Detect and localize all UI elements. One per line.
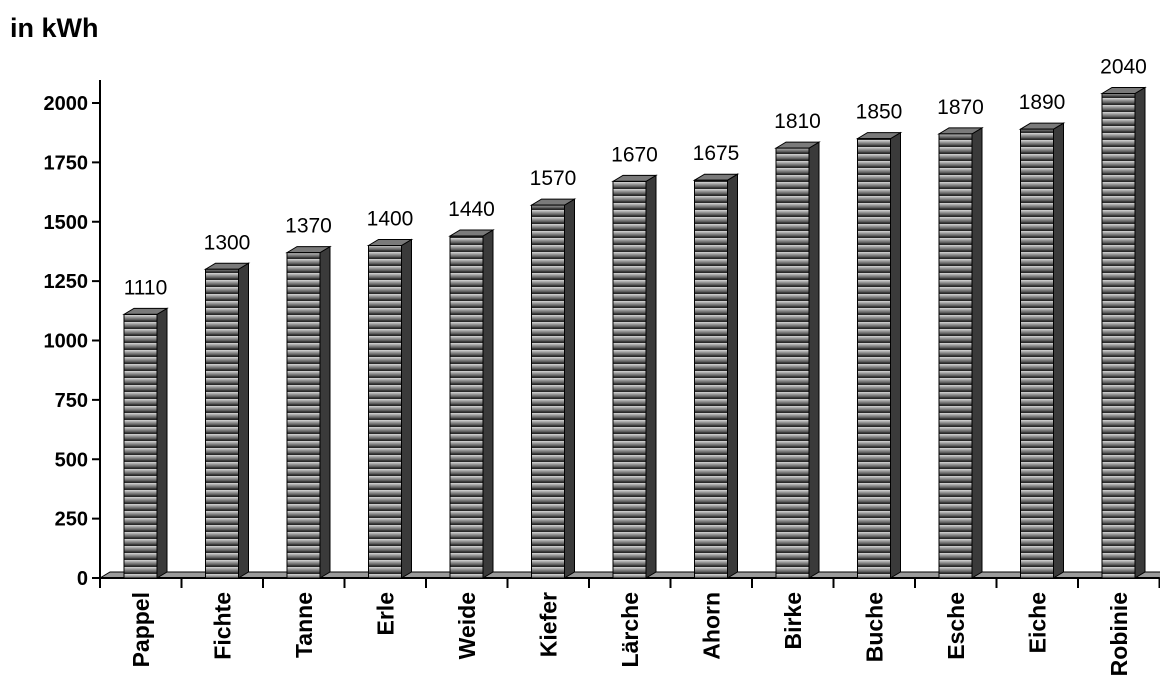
bar xyxy=(611,174,658,579)
bar-side-face xyxy=(156,307,168,579)
bar-side-face xyxy=(890,131,901,579)
data-label: 1670 xyxy=(611,143,658,166)
bar xyxy=(203,262,251,579)
bar-front-face xyxy=(449,235,484,579)
data-label: 2040 xyxy=(1100,56,1147,79)
bar xyxy=(1100,86,1147,579)
data-labels: 1110 Pappel 1300 Fichte 1370 Tanne 1400 Erle 144… xyxy=(124,56,1147,677)
bar-side-face xyxy=(808,141,820,579)
bar xyxy=(285,245,332,579)
x-tick-label: Ahorn xyxy=(698,592,724,660)
bar-side-face xyxy=(482,229,494,579)
x-tick-label: Birke xyxy=(780,592,806,650)
bar-front-face xyxy=(368,245,402,579)
y-tick-label: 250 xyxy=(55,509,88,531)
bar-front-face xyxy=(612,180,647,579)
x-tick-label: Buche xyxy=(861,592,887,662)
bar-front-face xyxy=(938,133,973,579)
bar-front-face xyxy=(857,138,891,579)
bar-front-face xyxy=(531,204,565,579)
bar-front-face xyxy=(123,313,158,579)
bar-side-face xyxy=(401,238,412,579)
data-label: 1570 xyxy=(530,167,577,190)
x-tick-label: Tanne xyxy=(291,592,317,658)
bar xyxy=(937,126,984,579)
bar-side-face xyxy=(645,174,657,579)
y-tick-label: 750 xyxy=(55,390,88,412)
bar xyxy=(692,173,740,579)
y-tick-label: 500 xyxy=(55,449,88,471)
x-tick-label: Lärche xyxy=(617,592,643,667)
x-tick-label: Erle xyxy=(372,592,398,635)
data-label: 1675 xyxy=(693,142,740,165)
bar-side-face xyxy=(727,173,738,579)
y-tick-label: 1250 xyxy=(44,271,89,293)
data-label: 1890 xyxy=(1019,91,1066,114)
data-label: 1400 xyxy=(367,208,414,231)
y-tick-label: 1500 xyxy=(44,212,89,234)
data-label: 1440 xyxy=(448,198,495,221)
data-label: 1370 xyxy=(285,215,332,238)
y-tick-label: 2000 xyxy=(44,93,89,115)
bar xyxy=(1018,122,1066,579)
bar-side-face xyxy=(1053,122,1064,579)
bar-front-face xyxy=(694,179,728,579)
bar xyxy=(366,238,414,579)
x-tick-label: Pappel xyxy=(128,592,154,667)
data-label: 1300 xyxy=(204,231,251,254)
bar-front-face xyxy=(775,147,810,579)
bar xyxy=(448,229,495,579)
x-tick-label: Eiche xyxy=(1024,592,1050,653)
bar-side-face xyxy=(564,198,575,579)
bar-side-face xyxy=(971,126,983,579)
data-label: 1110 xyxy=(124,276,168,299)
bar xyxy=(122,307,169,579)
data-label: 1810 xyxy=(774,110,821,133)
bar-front-face xyxy=(286,252,321,579)
y-tick-label: 0 xyxy=(77,568,88,590)
bar xyxy=(774,141,821,579)
bar-side-face xyxy=(319,245,331,579)
axes: 0 250 500 750 1000 1250 1500 1750 2000 xyxy=(44,80,1160,590)
data-label: 1870 xyxy=(937,96,984,119)
x-tick-label: Fichte xyxy=(209,592,235,660)
bar-side-face xyxy=(238,262,249,579)
y-tick-label: 1750 xyxy=(44,152,89,174)
bar xyxy=(855,131,903,579)
bar-front-face xyxy=(1020,128,1054,579)
x-tick-label: Robinie xyxy=(1106,592,1132,676)
x-tick-label: Weide xyxy=(454,592,480,659)
bar-front-face xyxy=(205,268,239,579)
x-tick-label: Kiefer xyxy=(535,592,561,657)
bar-front-face xyxy=(1101,93,1136,579)
data-label: 1850 xyxy=(856,101,903,124)
x-tick-label: Esche xyxy=(943,592,969,660)
y-tick-label: 1000 xyxy=(44,331,89,353)
unit-label: in kWh xyxy=(10,13,99,43)
bar xyxy=(529,198,577,579)
bar-side-face xyxy=(1134,86,1146,579)
bars xyxy=(122,86,1147,579)
